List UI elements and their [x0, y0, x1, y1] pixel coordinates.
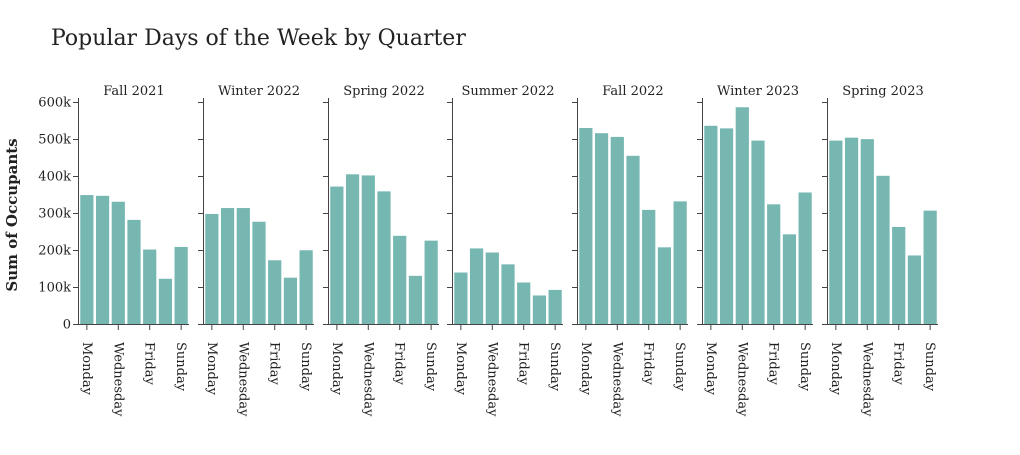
y-tick-label: 400k [38, 170, 71, 185]
x-tick-label: Monday [703, 342, 718, 396]
bar-thursday [127, 219, 141, 324]
bar-monday [454, 272, 468, 324]
bar-saturday [408, 275, 423, 324]
x-tick-label: Wednesday [360, 342, 375, 417]
bar-sunday [673, 201, 687, 324]
bar-saturday [532, 295, 547, 324]
bar-sunday [174, 246, 188, 324]
bar-monday [704, 125, 718, 324]
bar-friday [892, 226, 906, 324]
bar-friday [268, 260, 282, 324]
bar-wednesday [361, 175, 375, 324]
x-tick-label: Sunday [922, 342, 937, 392]
y-tick-label: 0 [63, 318, 71, 333]
bar-friday [393, 235, 407, 324]
x-tick-label: Sunday [547, 342, 562, 392]
bar-thursday [252, 221, 266, 324]
x-tick-label: Sunday [797, 342, 812, 392]
x-tick-label: Friday [766, 342, 781, 385]
bar-tuesday [844, 137, 859, 324]
y-tick-label: 300k [38, 207, 71, 222]
x-tick-label: Wednesday [609, 342, 624, 417]
x-tick-label: Wednesday [859, 342, 874, 417]
bar-tuesday [719, 128, 734, 324]
x-tick-label: Wednesday [484, 342, 499, 417]
y-tick-label: 200k [38, 244, 71, 259]
y-tick-label: 500k [38, 133, 71, 148]
chart-title: Popular Days of the Week by Quarter [51, 26, 466, 51]
bar-sunday [923, 210, 937, 324]
x-tick-label: Sunday [423, 342, 438, 392]
bar-wednesday [610, 136, 624, 324]
bar-thursday [751, 140, 765, 324]
bar-saturday [158, 278, 173, 324]
bar-sunday [548, 289, 562, 324]
bar-monday [330, 186, 344, 324]
x-tick-label: Monday [329, 342, 344, 396]
x-tick-label: Monday [578, 342, 593, 396]
facet-title: Spring 2023 [842, 84, 924, 99]
bar-saturday [907, 255, 922, 324]
bar-wednesday [860, 139, 874, 324]
bar-tuesday [469, 248, 484, 324]
bar-wednesday [735, 107, 749, 324]
bar-monday [829, 140, 843, 324]
bar-friday [143, 249, 157, 324]
y-tick-label: 600k [38, 96, 71, 111]
x-tick-label: Sunday [298, 342, 313, 392]
bar-sunday [299, 250, 313, 324]
x-tick-label: Monday [828, 342, 843, 396]
bar-friday [517, 282, 531, 324]
facet-title: Spring 2022 [343, 84, 425, 99]
y-tick-label: 100k [38, 281, 71, 296]
x-tick-label: Friday [267, 342, 282, 385]
bar-tuesday [594, 133, 609, 324]
x-tick-label: Wednesday [110, 342, 125, 417]
bar-monday [80, 195, 94, 324]
bar-wednesday [111, 201, 125, 324]
bar-monday [205, 213, 219, 324]
x-tick-label: Friday [641, 342, 656, 385]
bar-thursday [876, 175, 890, 324]
y-axis-label: Sum of Occupants [3, 138, 21, 291]
x-tick-label: Monday [204, 342, 219, 396]
bar-thursday [626, 155, 640, 324]
bar-saturday [782, 234, 797, 324]
bar-thursday [501, 264, 515, 324]
bar-wednesday [236, 208, 250, 324]
x-tick-label: Sunday [672, 342, 687, 392]
facet-title: Winter 2022 [218, 84, 300, 99]
bar-saturday [657, 247, 672, 324]
facet-title: Winter 2023 [717, 84, 799, 99]
bar-tuesday [95, 195, 110, 324]
x-tick-label: Friday [516, 342, 531, 385]
x-tick-label: Wednesday [734, 342, 749, 417]
bar-friday [642, 209, 656, 324]
bar-tuesday [220, 208, 235, 324]
x-tick-label: Friday [142, 342, 157, 385]
bar-thursday [377, 191, 391, 324]
bar-tuesday [345, 174, 360, 324]
facet-title: Fall 2021 [103, 84, 164, 99]
bar-sunday [424, 240, 438, 324]
bar-sunday [798, 192, 812, 324]
bar-saturday [283, 277, 298, 324]
bar-monday [579, 128, 593, 324]
bar-wednesday [485, 252, 499, 324]
facet-title: Fall 2022 [602, 84, 663, 99]
x-tick-label: Monday [79, 342, 94, 396]
x-tick-label: Wednesday [235, 342, 250, 417]
facet-title: Summer 2022 [461, 84, 554, 99]
bar-friday [767, 204, 781, 324]
x-tick-label: Friday [891, 342, 906, 385]
x-tick-label: Friday [392, 342, 407, 385]
x-tick-label: Sunday [173, 342, 188, 392]
x-tick-label: Monday [453, 342, 468, 396]
